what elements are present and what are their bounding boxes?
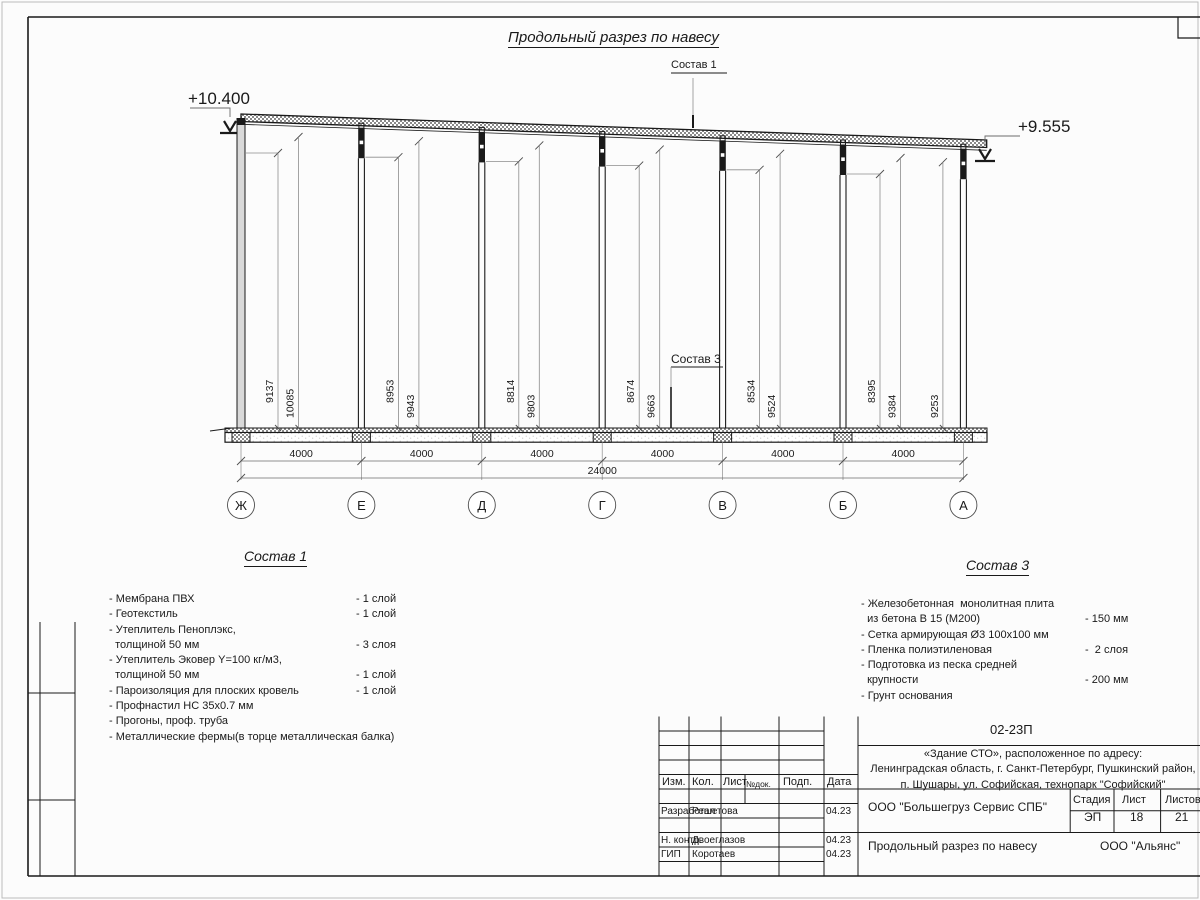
svg-text:10085: 10085	[285, 389, 297, 418]
svg-text:4000: 4000	[290, 448, 314, 460]
svg-text:4000: 4000	[892, 448, 916, 460]
svg-text:+10.400: +10.400	[188, 89, 250, 108]
svg-text:Д: Д	[477, 498, 486, 513]
svg-text:Продольный разрез по навесу: Продольный разрез по навесу	[508, 29, 720, 46]
svg-text:24000: 24000	[588, 465, 617, 477]
svg-text:Состав 3: Состав 3	[671, 352, 721, 366]
svg-text:9524: 9524	[766, 394, 778, 418]
svg-text:А: А	[959, 498, 968, 513]
svg-text:Ж: Ж	[235, 498, 247, 513]
svg-text:4000: 4000	[410, 448, 434, 460]
svg-text:9253: 9253	[929, 394, 941, 418]
svg-text:9663: 9663	[646, 394, 658, 418]
svg-text:4000: 4000	[651, 448, 675, 460]
svg-text:9137: 9137	[264, 379, 276, 403]
svg-text:9384: 9384	[887, 394, 899, 418]
svg-text:Состав 1: Состав 1	[671, 59, 717, 71]
svg-text:8814: 8814	[505, 379, 517, 403]
svg-text:9943: 9943	[405, 394, 417, 418]
svg-text:Е: Е	[357, 498, 366, 513]
svg-text:Б: Б	[839, 498, 848, 513]
svg-text:8953: 8953	[384, 379, 396, 403]
svg-text:В: В	[718, 498, 727, 513]
svg-text:9803: 9803	[525, 394, 537, 418]
svg-text:8534: 8534	[746, 379, 758, 403]
svg-text:4000: 4000	[771, 448, 795, 460]
svg-text:+9.555: +9.555	[1018, 117, 1070, 136]
svg-text:4000: 4000	[530, 448, 554, 460]
svg-text:8674: 8674	[625, 379, 637, 403]
svg-text:8395: 8395	[866, 379, 878, 403]
svg-text:Г: Г	[599, 498, 606, 513]
